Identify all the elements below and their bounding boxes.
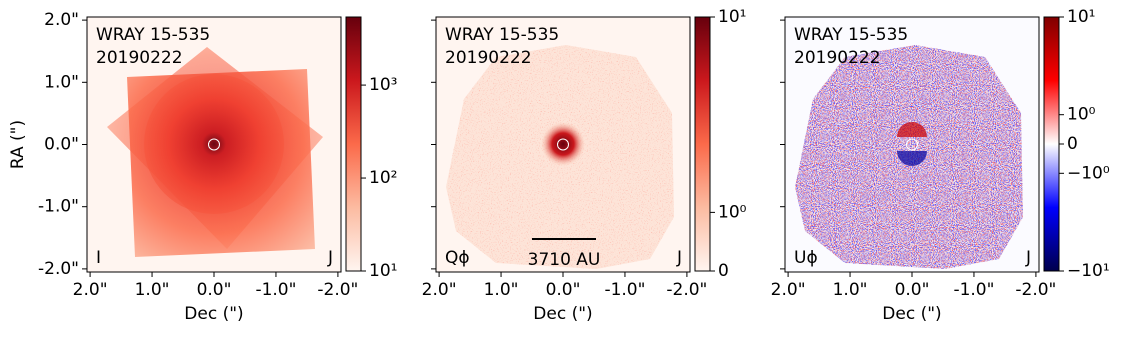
colorbar-tick-label: 10¹: [718, 7, 746, 27]
x-tick-label: 0.0": [546, 280, 581, 300]
stokes-label: Uϕ: [794, 248, 818, 268]
x-tick-label: 2.0": [771, 280, 806, 300]
image: [436, 17, 690, 272]
scale-bar-label: 3710 AU: [528, 250, 601, 270]
center-marker: [557, 138, 569, 151]
annotation: 20190222: [794, 48, 881, 68]
annotation: 20190222: [96, 48, 183, 68]
center-marker: [906, 138, 918, 151]
colorbar: [694, 16, 711, 272]
annotation: WRAY 15-535: [96, 25, 210, 45]
y-tick-label: -1.0": [38, 197, 79, 217]
image-core: [897, 151, 927, 166]
x-tick-label: 1.0": [833, 280, 868, 300]
band-label: J: [1025, 248, 1031, 268]
annotation: 20190222: [445, 48, 532, 68]
x-tick-label: 0.0": [895, 280, 930, 300]
colorbar: [345, 16, 362, 272]
image-core: [541, 122, 585, 166]
center-marker: [208, 138, 220, 151]
x-tick-label: 2.0": [422, 280, 457, 300]
y-tick-label: 1.0": [44, 72, 79, 92]
band-label: J: [676, 248, 682, 268]
x-tick-label: 1.0": [135, 280, 170, 300]
x-tick-label: -1.0": [953, 280, 994, 300]
image: [87, 17, 341, 272]
colorbar-tick-label: 10⁰: [718, 202, 747, 222]
colorbar-tick-label: 0: [718, 261, 729, 281]
y-axis-label: RA ("): [8, 120, 28, 169]
colorbar-tick-label: 10³: [369, 75, 397, 95]
colorbar-tick-label: 10¹: [1067, 7, 1095, 27]
image-core: [144, 74, 284, 214]
x-tick-label: -1.0": [604, 280, 645, 300]
stokes-label: I: [96, 248, 101, 268]
colorbar: [1043, 16, 1060, 272]
panel: WRAY 15-535 20190222 Uϕ J 2.0" 1.0" 0.0" -1.0" -…: [771, 7, 1110, 324]
y-tick-label: 2.0": [44, 10, 79, 30]
colorbar-tick-label: −10⁰: [1067, 163, 1110, 183]
x-tick-label: 0.0": [197, 280, 232, 300]
band-label: J: [327, 248, 333, 268]
x-tick-label: -2.0": [666, 280, 707, 300]
image-core: [897, 122, 927, 137]
x-axis-label: Dec ("): [533, 304, 592, 324]
colorbar-tick-label: 10¹: [369, 261, 397, 281]
x-tick-label: 2.0": [73, 280, 108, 300]
colorbar-tick-label: 0: [1067, 134, 1078, 154]
x-tick-label: 1.0": [484, 280, 519, 300]
annotation: WRAY 15-535: [794, 25, 908, 45]
x-tick-label: -2.0": [1015, 280, 1056, 300]
x-axis-label: Dec ("): [184, 304, 243, 324]
panel: WRAY 15-535 20190222 I J 2.0" 1.0" 0.0" -1.0" -2…: [8, 10, 397, 324]
colorbar-tick-label: 10⁰: [1067, 105, 1096, 125]
y-tick-label: -2.0": [38, 259, 79, 279]
colorbar-tick-label: 10²: [369, 168, 397, 188]
y-tick-label: 0.0": [44, 135, 79, 155]
colorbar-tick-label: −10¹: [1067, 261, 1110, 281]
image: [785, 17, 1039, 272]
panel: WRAY 15-535 20190222 Qϕ J 3710 AU 2.0" 1.0" 0.0…: [422, 7, 747, 324]
x-tick-label: -1.0": [255, 280, 296, 300]
x-tick-label: -2.0": [317, 280, 358, 300]
annotation: WRAY 15-535: [445, 25, 559, 45]
x-axis-label: Dec ("): [882, 304, 941, 324]
stokes-label: Qϕ: [445, 248, 470, 268]
